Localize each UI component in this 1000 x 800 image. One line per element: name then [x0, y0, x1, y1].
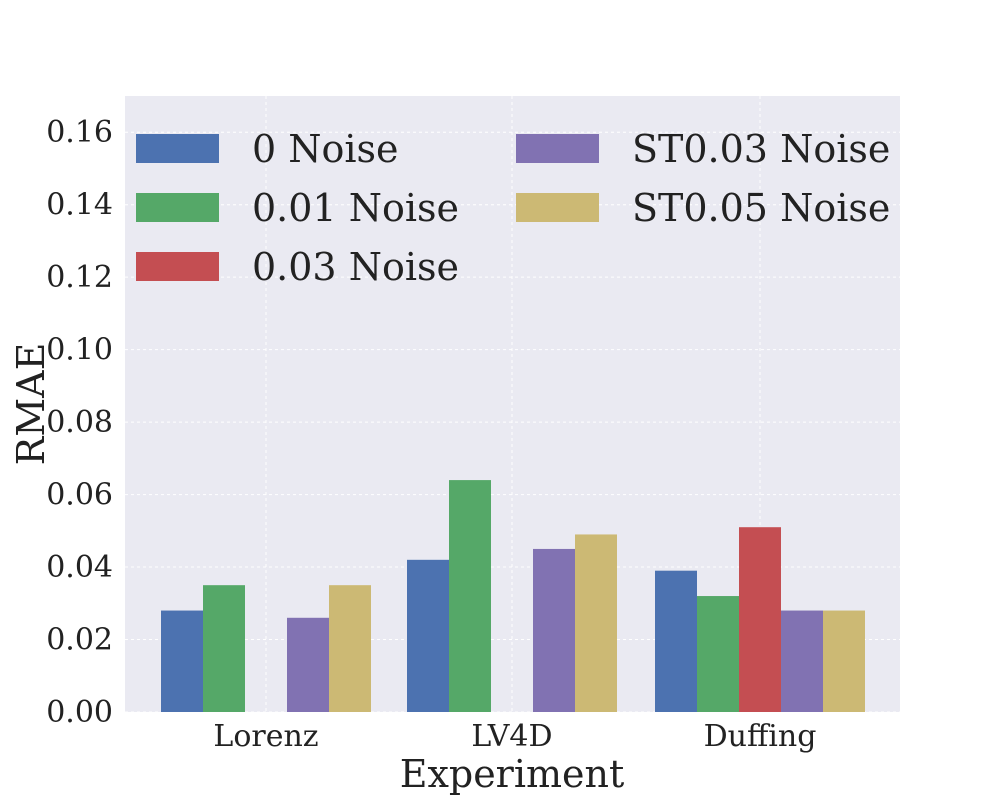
bar	[575, 534, 617, 712]
legend-swatch	[136, 193, 219, 222]
bar	[407, 559, 449, 712]
y-axis-ticks: 0.00 0.02 0.04 0.06 0.08 0.10 0.12 0.14 0.16	[46, 115, 113, 730]
y-tick-label: 0.12	[46, 260, 113, 295]
bars	[161, 480, 865, 712]
y-tick-label: 0.16	[46, 115, 113, 150]
y-tick-label: 0.08	[46, 405, 113, 440]
bar	[697, 596, 739, 712]
x-tick-label: Lorenz	[213, 719, 318, 754]
y-tick-label: 0.10	[46, 333, 113, 368]
y-axis-title: RMAE	[9, 343, 53, 466]
x-axis-title: Experiment	[400, 752, 625, 796]
x-tick-label: LV4D	[471, 719, 552, 754]
bar	[287, 617, 329, 712]
legend-swatch	[136, 252, 219, 281]
x-tick-label: Duffing	[704, 719, 817, 754]
bar	[533, 548, 575, 712]
bar	[739, 527, 781, 712]
bar	[781, 610, 823, 712]
y-tick-label: 0.00	[46, 695, 113, 730]
legend-label: 0 Noise	[252, 127, 399, 171]
y-tick-label: 0.14	[46, 188, 113, 223]
bar	[655, 570, 697, 712]
bar	[329, 585, 371, 712]
legend-swatch	[516, 134, 599, 163]
bar	[203, 585, 245, 712]
y-tick-label: 0.04	[46, 550, 113, 585]
legend: 0 Noise 0.01 Noise 0.03 Noise ST0.03 Noise S…	[136, 127, 890, 289]
legend-swatch	[136, 134, 219, 163]
bar	[161, 610, 203, 712]
y-tick-label: 0.06	[46, 478, 113, 513]
legend-label: ST0.05 Noise	[632, 186, 890, 230]
legend-label: 0.01 Noise	[252, 186, 459, 230]
legend-swatch	[516, 193, 599, 222]
bar	[449, 480, 491, 712]
y-tick-label: 0.02	[46, 623, 113, 658]
bar	[823, 610, 865, 712]
legend-label: ST0.03 Noise	[632, 127, 890, 171]
grid-lines	[125, 96, 900, 713]
x-axis-ticks: Lorenz LV4D Duffing	[213, 719, 816, 754]
legend-label: 0.03 Noise	[252, 245, 459, 289]
